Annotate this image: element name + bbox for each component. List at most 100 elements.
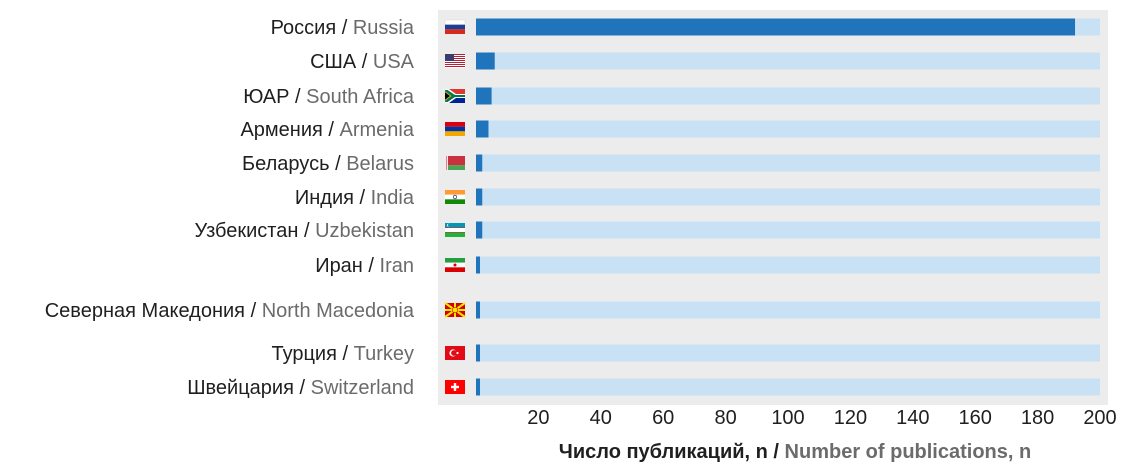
category-label: ЮАР / South Africa <box>243 86 415 108</box>
switzerland-flag-icon <box>445 380 465 394</box>
x-tick-label: 100 <box>771 407 804 429</box>
category-label-ru: Армения <box>240 119 322 141</box>
x-tick-label: 20 <box>527 407 549 429</box>
category-label: США / USA <box>310 51 415 73</box>
chart-row-usa: США / USA <box>310 51 1100 73</box>
category-label-separator: / <box>294 377 311 399</box>
category-label-ru: Иран <box>315 255 363 277</box>
chart-row-armenia: Армения / Armenia <box>240 119 1100 141</box>
category-label: Северная Македония / North Macedonia <box>45 300 415 322</box>
category-label: Беларусь / Belarus <box>242 153 414 175</box>
plot-panel <box>438 10 1108 405</box>
bar-uzbekistan <box>476 221 483 239</box>
bar-track <box>476 344 1100 362</box>
x-tick-label: 200 <box>1083 407 1116 429</box>
x-tick-label: 180 <box>1021 407 1054 429</box>
category-label-en: Iran <box>380 255 414 277</box>
bar-track <box>476 120 1100 138</box>
category-label: Турция / Turkey <box>271 343 414 365</box>
category-label-separator: / <box>298 220 315 242</box>
category-label-en: USA <box>373 51 415 73</box>
category-label-separator: / <box>337 343 354 365</box>
category-label-ru: Швейцария <box>187 377 294 399</box>
x-axis-ticks: 20 40 60 80 100 120 140 160 180 200 <box>527 407 1116 429</box>
bar-track <box>476 87 1100 105</box>
bar-south-africa <box>476 87 492 105</box>
category-label-en: Russia <box>353 17 415 39</box>
category-label-en: Belarus <box>346 153 414 175</box>
bar-turkey <box>476 344 480 362</box>
category-label-en: Uzbekistan <box>315 220 414 242</box>
x-axis-title: Число публикаций, n / Number of publicat… <box>559 441 1031 463</box>
category-label-separator: / <box>289 86 306 108</box>
category-label: Узбекистан / Uzbekistan <box>194 220 414 242</box>
bar-switzerland <box>476 378 480 396</box>
category-label-en: South Africa <box>306 86 415 108</box>
bar-russia <box>476 18 1076 36</box>
chart-row-russia: Россия / Russia <box>271 17 1100 39</box>
north-macedonia-flag-icon <box>444 302 466 318</box>
turkey-flag-icon <box>445 346 465 360</box>
chart-row-north-macedonia: Северная Македония / North Macedonia <box>45 300 1100 322</box>
x-tick-label: 160 <box>959 407 992 429</box>
bar-track <box>476 301 1100 319</box>
category-label: Россия / Russia <box>271 17 415 39</box>
bar-india <box>476 188 483 206</box>
belarus-flag-icon <box>445 156 465 170</box>
category-label-separator: / <box>354 187 371 209</box>
x-tick-label: 60 <box>652 407 674 429</box>
usa-flag-icon <box>445 54 465 68</box>
india-flag-icon <box>445 190 465 204</box>
bar-track <box>476 52 1100 70</box>
category-label-en: India <box>371 187 415 209</box>
chart-row-iran: Иран / Iran <box>315 255 1100 277</box>
x-tick-label: 140 <box>896 407 929 429</box>
chart-row-turkey: Турция / Turkey <box>271 343 1100 365</box>
category-label-separator: / <box>323 119 340 141</box>
iran-flag-icon <box>445 258 465 272</box>
bar-track <box>476 256 1100 274</box>
category-label-separator: / <box>245 300 262 322</box>
bar-iran <box>476 256 480 274</box>
category-label-separator: / <box>363 255 380 277</box>
chart-row-india: Индия / India <box>295 187 1100 209</box>
category-label-ru: Северная Македония <box>45 300 245 322</box>
category-label-ru: Беларусь <box>242 153 329 175</box>
category-label-separator: / <box>336 17 353 39</box>
bar-track <box>476 154 1100 172</box>
bar-usa <box>476 52 495 70</box>
category-label-ru: ЮАР <box>243 86 289 108</box>
category-label: Иран / Iran <box>315 255 414 277</box>
category-label-en: Turkey <box>354 343 414 365</box>
x-tick-label: 120 <box>834 407 867 429</box>
category-label-separator: / <box>356 51 373 73</box>
bar-track <box>476 378 1100 396</box>
chart-row-belarus: Беларусь / Belarus <box>242 153 1100 175</box>
category-label: Индия / India <box>295 187 415 209</box>
bar-track <box>476 221 1100 239</box>
bar-track <box>476 188 1100 206</box>
chart-row-switzerland: Швейцария / Switzerland <box>187 377 1100 399</box>
x-axis-title-en: Number of publications, n <box>785 441 1032 463</box>
category-label-en: Armenia <box>340 119 415 141</box>
category-label-en: North Macedonia <box>262 300 415 322</box>
chart-row-uzbekistan: Узбекистан / Uzbekistan <box>194 220 1100 242</box>
x-tick-label: 40 <box>590 407 612 429</box>
category-label: Швейцария / Switzerland <box>187 377 414 399</box>
x-tick-label: 80 <box>714 407 736 429</box>
category-label-ru: Турция <box>271 343 336 365</box>
category-label: Армения / Armenia <box>240 119 414 141</box>
category-label-ru: Индия <box>295 187 354 209</box>
category-label-ru: США <box>310 51 357 73</box>
category-label-en: Switzerland <box>311 377 414 399</box>
category-label-ru: Узбекистан <box>194 220 298 242</box>
bar-north-macedonia <box>476 301 480 319</box>
chart-row-south-africa: ЮАР / South Africa <box>243 86 1100 108</box>
bar-belarus <box>476 154 483 172</box>
armenia-flag-icon <box>445 122 465 136</box>
x-axis-title-separator: / <box>768 441 785 463</box>
russia-flag-icon <box>444 19 466 34</box>
uzbekistan-flag-icon <box>445 223 465 237</box>
category-label-ru: Россия <box>271 17 337 39</box>
